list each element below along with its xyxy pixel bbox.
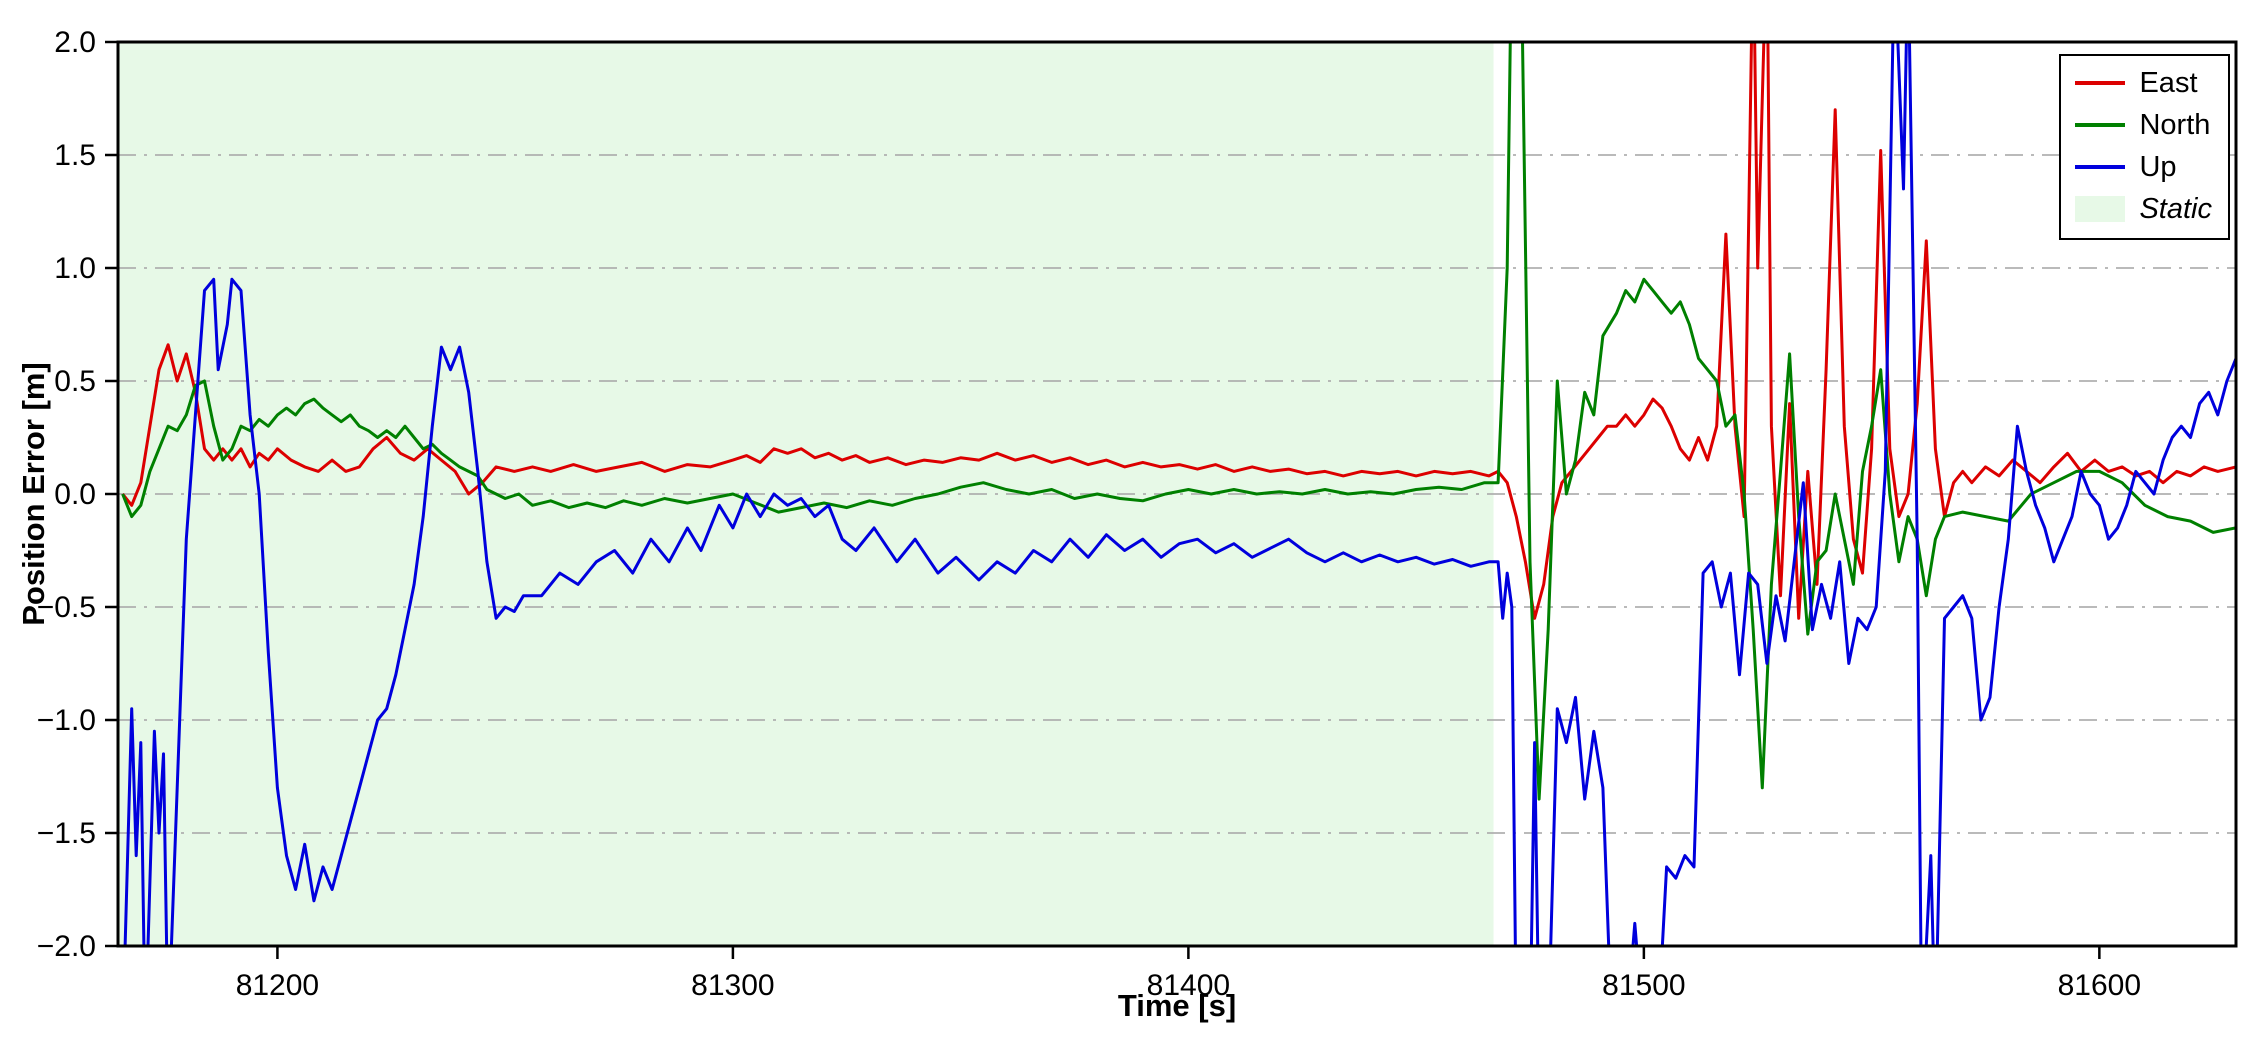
y-axis-label: Position Error [m] [16, 362, 51, 626]
y-tick-label--0.5: −0.5 [37, 591, 96, 624]
static-patch-swatch-icon [2075, 196, 2126, 222]
static-region-shading [118, 42, 1494, 946]
x-axis-label: Time [s] [1117, 988, 1237, 1023]
x-tick-label-81400: 81400 [1147, 969, 1230, 1002]
series-line-north [121, 42, 2236, 801]
north-line-swatch-icon [2075, 123, 2126, 127]
legend-label-up: Up [2139, 150, 2177, 183]
y-tick-label-1.5: 1.5 [54, 139, 96, 172]
legend-entry-up: Up [2075, 148, 2212, 186]
y-tick-label--2: −2.0 [37, 930, 96, 963]
legend-label-north: North [2139, 108, 2211, 141]
legend: East North Up Static [2059, 54, 2230, 240]
east-line-swatch-icon [2075, 81, 2126, 85]
y-tick-label-0: 0.0 [54, 478, 96, 511]
x-tick-label-81600: 81600 [2058, 969, 2141, 1002]
y-tick-label-0.5: 0.5 [54, 365, 96, 398]
legend-label-east: East [2139, 66, 2198, 99]
y-tick-label-1: 1.0 [54, 252, 96, 285]
legend-label-static: Static [2139, 192, 2212, 225]
x-tick-label-81300: 81300 [691, 969, 774, 1002]
up-line-swatch-icon [2075, 165, 2126, 169]
legend-entry-north: North [2075, 106, 2212, 144]
legend-entry-static: Static [2075, 190, 2212, 228]
y-tick-label--1.5: −1.5 [37, 817, 96, 850]
y-tick-label-2: 2.0 [54, 26, 96, 59]
series-line-up [123, 42, 2236, 946]
y-tick-label--1: −1.0 [37, 704, 96, 737]
x-tick-label-81200: 81200 [236, 969, 319, 1002]
legend-entry-east: East [2075, 64, 2212, 102]
x-tick-label-81500: 81500 [1602, 969, 1685, 1002]
series-line-east [121, 42, 2236, 620]
